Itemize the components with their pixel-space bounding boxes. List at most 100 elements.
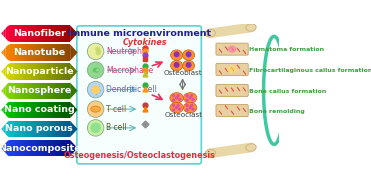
Polygon shape: [52, 121, 54, 137]
Polygon shape: [22, 63, 24, 80]
Polygon shape: [29, 63, 31, 80]
Polygon shape: [1, 31, 3, 36]
Polygon shape: [31, 121, 33, 137]
Polygon shape: [29, 25, 31, 42]
Text: Bone callus formation: Bone callus formation: [249, 89, 326, 94]
Circle shape: [175, 106, 178, 109]
Polygon shape: [10, 102, 13, 118]
Polygon shape: [59, 25, 61, 42]
Polygon shape: [66, 102, 68, 118]
Text: B cell: B cell: [106, 123, 127, 132]
Polygon shape: [3, 28, 6, 39]
Polygon shape: [31, 83, 33, 99]
Polygon shape: [31, 44, 33, 61]
Polygon shape: [10, 83, 13, 99]
Text: Osteoclast: Osteoclast: [164, 112, 203, 118]
Circle shape: [172, 104, 175, 107]
Polygon shape: [68, 25, 70, 42]
Polygon shape: [13, 44, 15, 61]
Polygon shape: [13, 25, 15, 42]
Ellipse shape: [91, 106, 101, 112]
Polygon shape: [1, 146, 3, 151]
Polygon shape: [47, 44, 49, 61]
Polygon shape: [52, 102, 54, 118]
Polygon shape: [10, 44, 13, 61]
Polygon shape: [47, 102, 49, 118]
Circle shape: [172, 98, 175, 102]
Polygon shape: [49, 121, 52, 137]
Polygon shape: [31, 25, 33, 42]
Circle shape: [178, 108, 181, 111]
Circle shape: [186, 98, 189, 102]
Polygon shape: [66, 63, 68, 80]
Polygon shape: [63, 83, 66, 99]
Circle shape: [87, 81, 104, 98]
Polygon shape: [36, 25, 38, 42]
Circle shape: [175, 96, 178, 100]
Polygon shape: [40, 140, 43, 156]
Polygon shape: [49, 63, 52, 80]
Polygon shape: [13, 102, 15, 118]
Ellipse shape: [183, 93, 197, 103]
Text: Osteoblast: Osteoblast: [163, 70, 202, 76]
Polygon shape: [6, 64, 8, 79]
Text: Nanotube: Nanotube: [13, 48, 65, 57]
Polygon shape: [61, 121, 63, 137]
Polygon shape: [68, 83, 70, 99]
Polygon shape: [54, 102, 56, 118]
Text: Nanoparticle: Nanoparticle: [5, 67, 74, 76]
Polygon shape: [33, 83, 36, 99]
Polygon shape: [61, 63, 63, 80]
Circle shape: [177, 94, 180, 97]
Polygon shape: [6, 83, 8, 98]
Ellipse shape: [183, 60, 195, 71]
Polygon shape: [22, 44, 24, 61]
Polygon shape: [26, 140, 29, 156]
Polygon shape: [40, 63, 43, 80]
Polygon shape: [54, 63, 56, 80]
Polygon shape: [8, 44, 10, 61]
Polygon shape: [13, 140, 15, 156]
Polygon shape: [20, 102, 22, 118]
Polygon shape: [24, 63, 26, 80]
Polygon shape: [26, 121, 29, 137]
Circle shape: [95, 46, 100, 52]
Polygon shape: [63, 63, 66, 80]
Polygon shape: [70, 25, 78, 42]
Polygon shape: [17, 102, 20, 118]
Polygon shape: [66, 25, 68, 42]
Polygon shape: [15, 44, 17, 61]
Polygon shape: [26, 25, 29, 42]
Text: Nanocomposite: Nanocomposite: [0, 144, 81, 153]
Polygon shape: [17, 25, 20, 42]
Polygon shape: [24, 25, 26, 42]
Polygon shape: [47, 25, 49, 42]
Polygon shape: [70, 44, 78, 61]
Polygon shape: [36, 102, 38, 118]
Polygon shape: [70, 102, 78, 118]
Polygon shape: [38, 63, 40, 80]
Polygon shape: [49, 25, 52, 42]
Polygon shape: [52, 44, 54, 61]
Polygon shape: [49, 102, 52, 118]
Polygon shape: [24, 83, 26, 99]
Polygon shape: [3, 143, 6, 153]
Polygon shape: [31, 102, 33, 118]
Polygon shape: [43, 63, 45, 80]
Polygon shape: [70, 140, 78, 156]
Polygon shape: [61, 140, 63, 156]
Polygon shape: [52, 140, 54, 156]
Polygon shape: [45, 140, 47, 156]
Polygon shape: [47, 83, 49, 99]
Polygon shape: [33, 140, 36, 156]
Polygon shape: [45, 121, 47, 137]
Ellipse shape: [227, 45, 237, 53]
Polygon shape: [61, 25, 63, 42]
Polygon shape: [15, 25, 17, 42]
Polygon shape: [1, 50, 3, 55]
Polygon shape: [15, 63, 17, 80]
Polygon shape: [8, 140, 10, 156]
Polygon shape: [36, 121, 38, 137]
Circle shape: [178, 98, 181, 101]
Polygon shape: [36, 140, 38, 156]
